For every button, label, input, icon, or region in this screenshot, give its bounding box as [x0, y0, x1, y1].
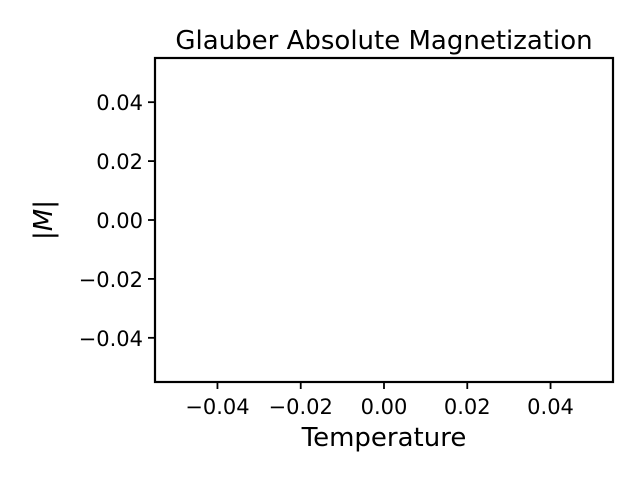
x-tick-label: −0.02	[269, 395, 333, 419]
x-tick-label: 0.02	[444, 395, 491, 419]
y-tick-label: 0.02	[96, 150, 143, 174]
y-tick-label: 0.00	[96, 209, 143, 233]
x-tick-label: −0.04	[185, 395, 249, 419]
y-tick-label: 0.04	[96, 91, 143, 115]
y-tick-label: −0.02	[79, 268, 143, 292]
y-tick-label: −0.04	[79, 327, 143, 351]
y-axis-ticks: −0.04 −0.02 0.00 0.02 0.04	[79, 91, 155, 351]
chart-title: Glauber Absolute Magnetization	[175, 26, 592, 56]
x-tick-label: 0.04	[527, 395, 574, 419]
y-axis-label: |M|	[29, 200, 59, 240]
x-axis-label: Temperature	[301, 423, 467, 453]
x-tick-label: 0.00	[361, 395, 408, 419]
x-axis-ticks: −0.04 −0.02 0.00 0.02 0.04	[185, 382, 574, 419]
plot-area-frame	[153, 56, 615, 384]
